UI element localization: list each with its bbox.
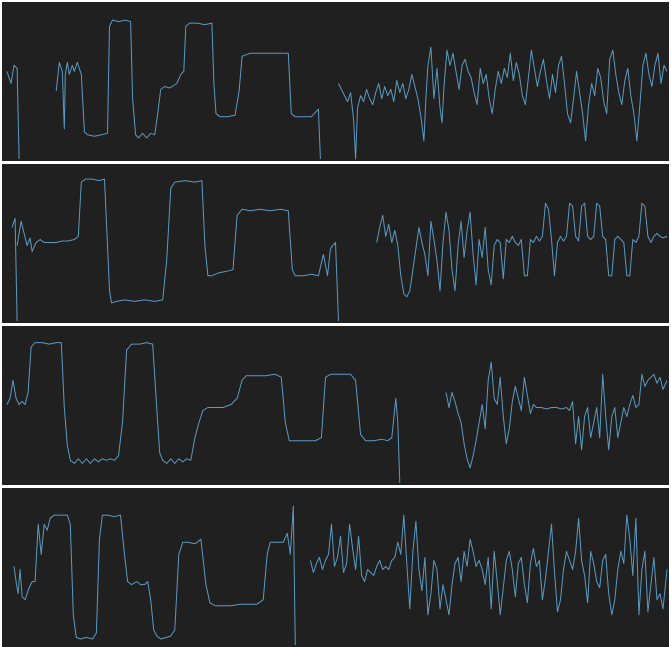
trace-strip-3-segment-2 <box>445 361 668 469</box>
waveform-strip-1 <box>2 2 669 161</box>
trace-strip-1-segment-2 <box>55 19 321 160</box>
trace-strip-3-segment-1 <box>6 342 401 484</box>
waveform-strip-2 <box>2 164 669 323</box>
waveform-strip-3 <box>2 326 669 485</box>
waveform-plot-2 <box>11 178 668 322</box>
trace-strip-4-segment-2 <box>309 514 668 616</box>
trace-strip-2-segment-2 <box>16 178 339 322</box>
waveform-plot-3 <box>6 342 668 484</box>
trace-strip-2-segment-1 <box>11 217 18 322</box>
trace-strip-2-segment-3 <box>376 202 668 298</box>
trace-strip-1-segment-1 <box>6 64 20 160</box>
waveform-plot-4 <box>13 505 668 646</box>
trace-strip-1-segment-3 <box>338 46 668 160</box>
trace-strip-4-segment-1 <box>13 505 296 646</box>
waveform-strip-4 <box>2 488 669 647</box>
waveform-plot-1 <box>6 19 668 160</box>
